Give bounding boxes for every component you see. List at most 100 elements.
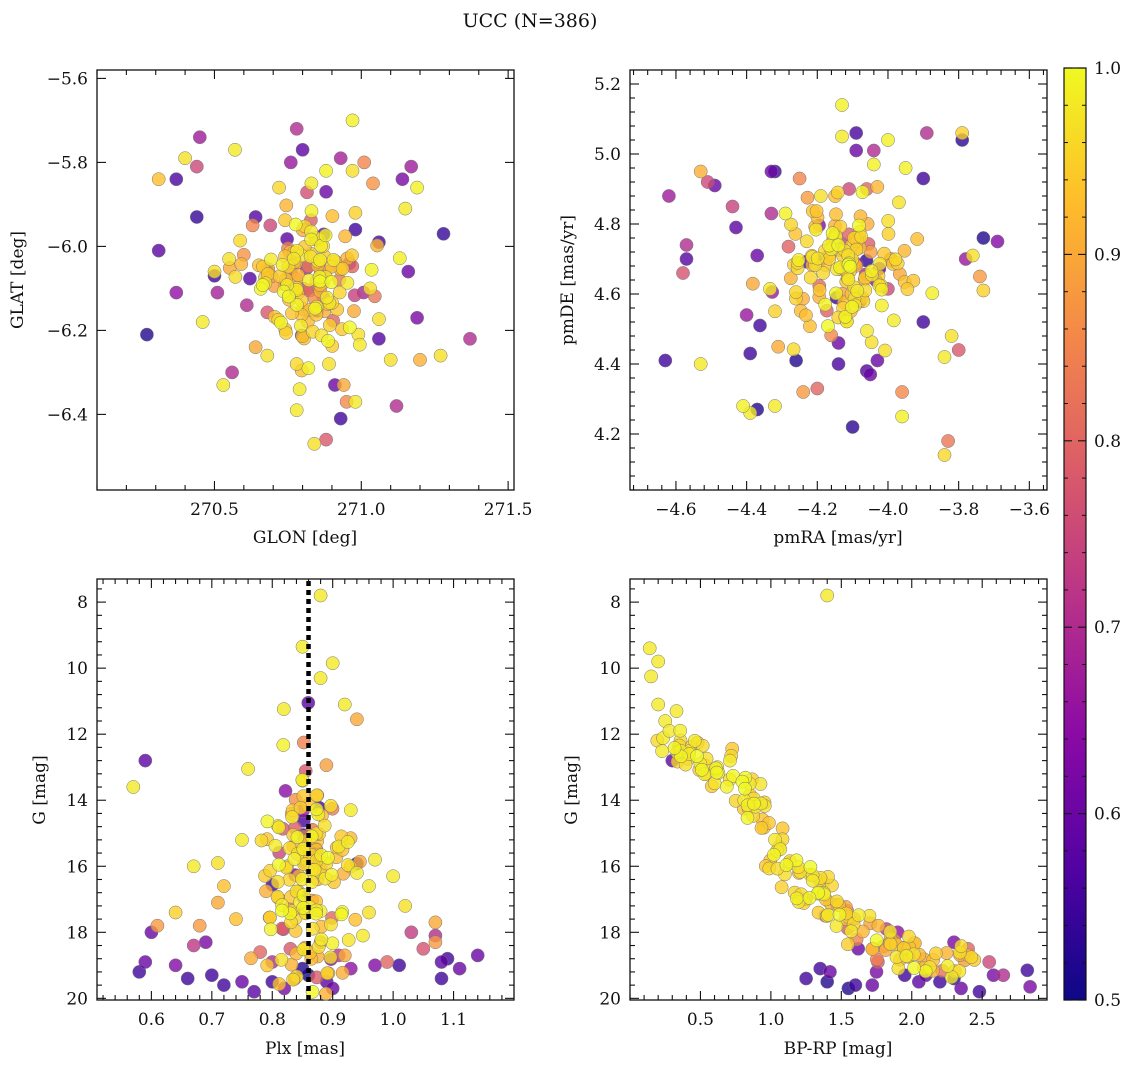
position-point — [413, 352, 427, 367]
proper-motion-x-tick-labels: −4.6 −4.4 −4.2 −4.0 −3.8 −3.6 — [655, 500, 1050, 520]
proper-motion-point — [768, 304, 782, 319]
cmd-point — [774, 880, 789, 895]
proper-motion-point — [745, 276, 760, 291]
parallax-point — [428, 915, 443, 930]
position-point — [340, 275, 355, 290]
position-point — [404, 159, 419, 174]
proper-motion-y-tick-labels: 4.2 4.4 4.6 4.8 5.0 5.2 — [594, 75, 621, 445]
proper-motion-point — [764, 164, 779, 179]
position-point — [319, 432, 333, 447]
proper-motion-x-tick-label: −3.6 — [1009, 500, 1050, 520]
parallax-point — [270, 875, 285, 889]
position-point — [342, 320, 357, 335]
position-x-tick-labels: 270.5 271.0 271.5 — [190, 500, 532, 520]
proper-motion-point — [898, 161, 913, 175]
parallax-y-tick-label: 8 — [77, 593, 88, 613]
position-point — [304, 204, 319, 218]
parallax-y-tick-label: 12 — [66, 725, 88, 745]
position-point — [395, 172, 410, 187]
cmd-x-tick-label: 2.5 — [969, 1010, 996, 1030]
parallax-point — [217, 978, 231, 992]
proper-motion-point — [990, 234, 1005, 249]
proper-motion-point — [852, 218, 866, 233]
parallax-point — [323, 798, 338, 813]
parallax-point — [260, 958, 275, 973]
cmd-x-tick-label: 2.0 — [898, 1010, 925, 1030]
cmd-x-tick-label: 1.5 — [828, 1010, 855, 1030]
position-point — [304, 176, 319, 191]
cmd-y-tick-labels: 8 10 12 14 16 18 20 — [599, 593, 621, 1009]
parallax-point — [320, 966, 335, 981]
proper-motion-point — [768, 399, 782, 413]
cmd-point — [802, 891, 817, 905]
proper-motion-point — [874, 282, 889, 297]
cmd-point — [883, 937, 898, 951]
proper-motion-point — [866, 157, 881, 172]
colorbar-tick-label: 0.9 — [1094, 245, 1121, 265]
parallax-y-tick-label: 18 — [66, 923, 88, 943]
position-x-tick-label: 271.0 — [337, 500, 386, 520]
proper-motion-point — [849, 126, 864, 140]
parallax-point — [287, 852, 302, 866]
position-point — [216, 378, 231, 392]
position-point — [289, 403, 304, 418]
cmd-point — [651, 697, 666, 712]
parallax-point — [434, 955, 449, 969]
proper-motion-point — [895, 385, 909, 399]
position-point — [169, 285, 184, 300]
proper-motion-point — [810, 381, 825, 396]
position-point — [372, 331, 386, 346]
proper-motion-point — [764, 206, 779, 221]
parallax-point — [229, 912, 243, 926]
colorbar: 0.5 0.6 0.7 0.8 0.9 1.0 — [1063, 59, 1121, 1011]
parallax-point — [324, 917, 338, 932]
parallax-point — [392, 958, 407, 973]
colorbar-tick-label: 1.0 — [1094, 59, 1121, 79]
cmd-point — [687, 733, 702, 748]
parallax-point — [452, 961, 467, 976]
cmd-point — [901, 929, 916, 944]
cmd-point — [779, 858, 794, 872]
position-point — [318, 228, 333, 243]
cmd-point — [954, 939, 969, 953]
parallax-point — [334, 907, 349, 922]
position-point — [370, 238, 385, 253]
parallax-point — [341, 858, 355, 872]
cmd-point — [667, 741, 682, 755]
parallax-point — [350, 866, 364, 880]
parallax-plot-frame — [96, 578, 515, 1001]
cmd-point — [996, 968, 1011, 983]
parallax-point — [335, 965, 350, 980]
position-point — [234, 257, 249, 271]
parallax-point — [337, 948, 352, 963]
parallax-point — [192, 918, 207, 933]
cmd-y-tick-label: 10 — [599, 659, 621, 679]
position-point — [321, 334, 335, 348]
proper-motion-point — [937, 350, 952, 364]
proper-motion-point — [763, 282, 777, 296]
proper-motion-point — [916, 171, 931, 186]
position-point — [294, 318, 308, 333]
parallax-y-tick-label: 14 — [66, 791, 88, 811]
proper-motion-point — [800, 190, 815, 205]
cmd-point — [690, 749, 704, 763]
parallax-point — [274, 952, 289, 967]
proper-motion-point — [849, 143, 864, 158]
parallax-point — [416, 941, 431, 956]
position-point — [389, 399, 404, 413]
cmd-point — [803, 860, 818, 874]
parallax-x-tick-label: 0.9 — [319, 1010, 346, 1030]
cmd-point — [767, 847, 781, 862]
parallax-point — [282, 872, 297, 887]
position-panel: 270.5 271.0 271.5 −5.6 −5.8 −6.0 −6.2 −6.4 GLO… — [8, 69, 532, 548]
cmd-point — [673, 723, 688, 738]
proper-motion-point — [870, 180, 885, 194]
position-point — [151, 243, 166, 258]
parallax-x-tick-label: 1.0 — [380, 1010, 407, 1030]
proper-motion-point — [864, 264, 879, 278]
position-y-tick-label: −6.2 — [47, 321, 88, 341]
parallax-point — [341, 933, 356, 947]
cmd-point — [954, 981, 968, 996]
parallax-point — [309, 788, 324, 803]
position-point — [336, 378, 351, 392]
